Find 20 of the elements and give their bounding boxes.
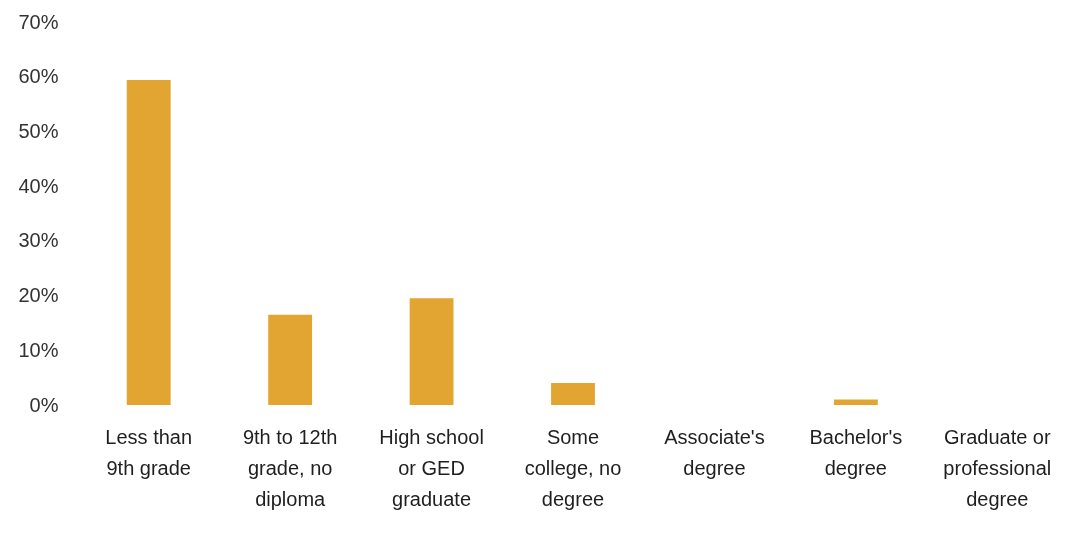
y-tick-label: 60% (18, 65, 59, 88)
x-tick-label: Associate's degree (664, 425, 765, 479)
bar (551, 383, 595, 405)
bar (268, 314, 313, 405)
x-tick-label: High school or GED graduate (379, 425, 484, 510)
y-tick-label: 0% (29, 393, 59, 416)
y-tick-label: 30% (18, 229, 59, 252)
x-tick-label: Bachelor's degree (809, 425, 903, 479)
y-tick-label: 40% (18, 174, 59, 197)
x-tick-label: Less than 9th grade (105, 425, 193, 479)
x-tick-label: Some college, no degree (524, 425, 622, 510)
bar (833, 399, 878, 405)
bar (409, 298, 454, 405)
y-tick-label: 20% (18, 284, 59, 307)
y-tick-label: 50% (18, 119, 59, 142)
x-tick-label: Graduate or professional degree (943, 425, 1052, 510)
bar (126, 80, 171, 405)
x-tick-label: 9th to 12th grade, no diploma (242, 425, 338, 510)
y-tick-label: 70% (18, 10, 59, 33)
y-tick-label: 10% (18, 338, 59, 361)
